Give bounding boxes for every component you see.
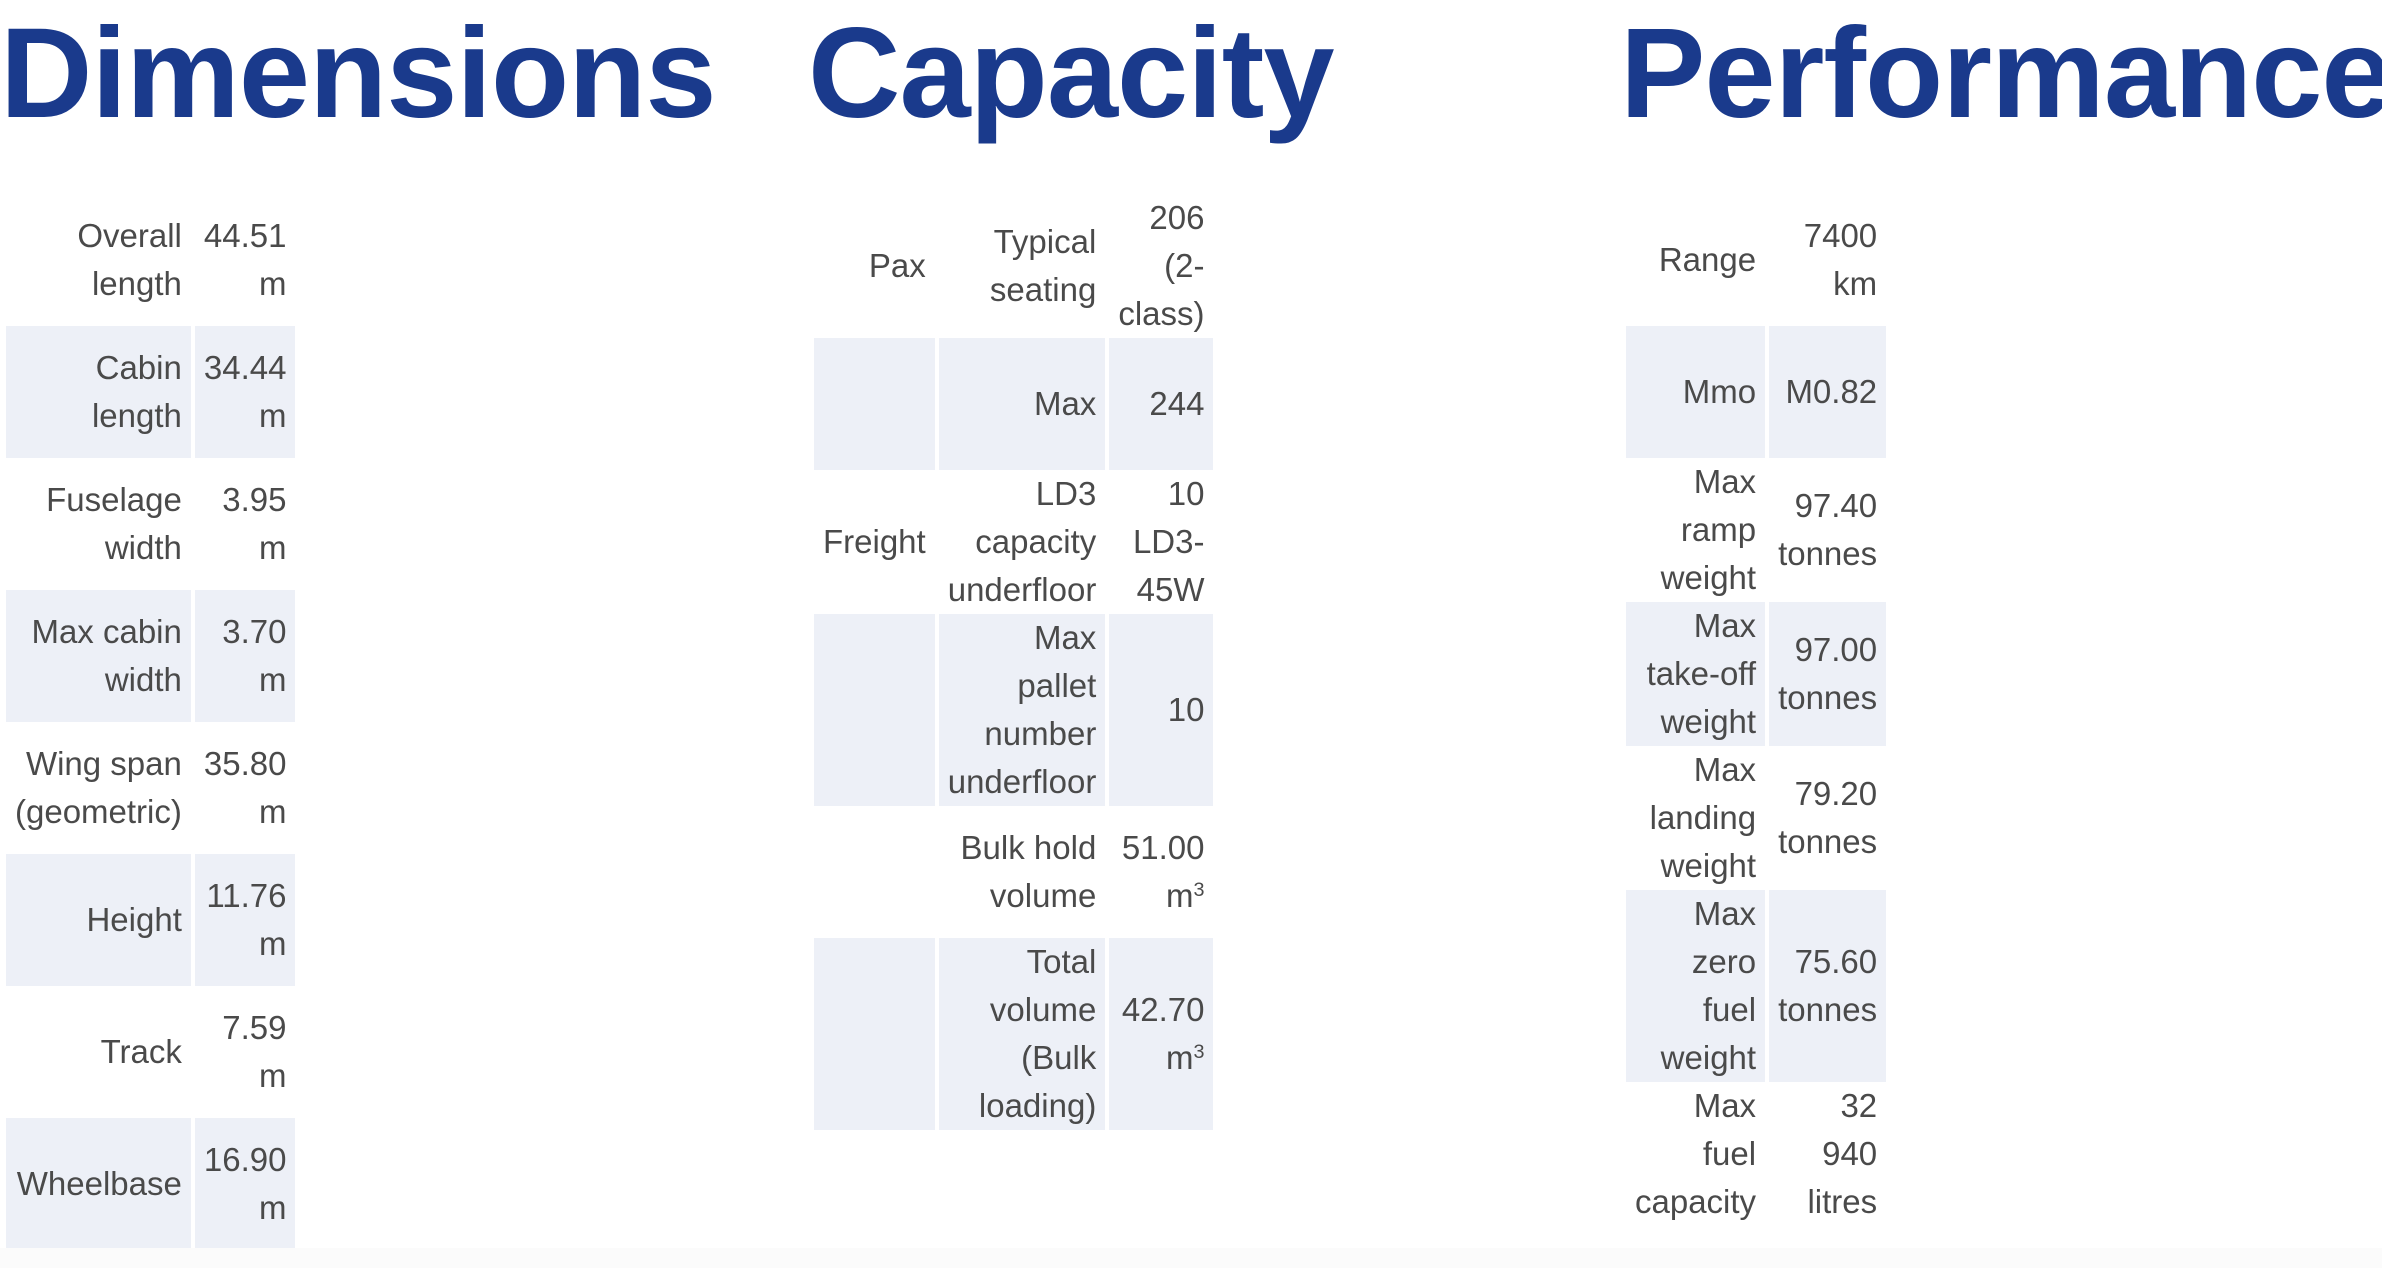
- table-row: Max pallet number underfloor 10: [814, 614, 1214, 806]
- table-row: Max cabin width 3.70 m: [6, 590, 296, 722]
- row-label: Max cabin width: [6, 590, 191, 722]
- row-value: 97.40 tonnes: [1778, 487, 1878, 572]
- row-label: Max: [938, 338, 1106, 470]
- row-value: 51.00 m3: [1109, 806, 1213, 938]
- row-group: Pax: [868, 247, 926, 284]
- capacity-title: Capacity: [808, 2, 1335, 145]
- row-label: Max fuel capacity: [1635, 1087, 1757, 1220]
- table-row: Range 7400 km: [1626, 194, 1886, 326]
- row-group: [814, 338, 935, 470]
- performance-table: Range 7400 km Mmo M0.82 Max ramp weight …: [1622, 194, 1890, 1226]
- row-label: Fuselage width: [46, 481, 182, 566]
- row-label: Range: [1658, 241, 1757, 278]
- row-value: 97.00 tonnes: [1769, 602, 1887, 746]
- row-label: Wheelbase: [6, 1118, 191, 1250]
- row-value: 79.20 tonnes: [1778, 775, 1878, 860]
- row-value: 11.76 m: [194, 854, 296, 986]
- row-label: Track: [100, 1033, 182, 1070]
- row-label: Max pallet number underfloor: [938, 614, 1106, 806]
- row-label: Height: [6, 854, 191, 986]
- row-value: M0.82: [1769, 326, 1887, 458]
- row-group: [814, 614, 935, 806]
- row-label: Max take-off weight: [1626, 602, 1766, 746]
- row-value: 42.70 m3: [1109, 938, 1214, 1130]
- row-value: 206 (2-class): [1118, 199, 1205, 332]
- table-row: Wing span (geometric) 35.80 m: [6, 722, 295, 854]
- row-label: Overall length: [77, 217, 182, 302]
- row-group: [814, 806, 935, 938]
- table-row: Height 11.76 m: [6, 854, 296, 986]
- row-value: 16.90 m: [194, 1118, 296, 1250]
- page-bottom-band: [0, 1248, 2382, 1268]
- row-label: Mmo: [1626, 326, 1766, 458]
- row-group: Freight: [823, 523, 926, 560]
- row-value: 35.80 m: [203, 745, 287, 830]
- row-value: 244: [1109, 338, 1214, 470]
- value-number: 51.00 m: [1121, 829, 1205, 914]
- table-row: Track 7.59 m: [6, 986, 295, 1118]
- value-number: 42.70 m: [1121, 991, 1205, 1076]
- row-value: 32 940 litres: [1807, 1087, 1878, 1220]
- row-value: 10 LD3-45W: [1132, 475, 1205, 608]
- row-label: Cabin length: [6, 326, 191, 458]
- row-value: 3.95 m: [222, 481, 287, 566]
- row-value: 75.60 tonnes: [1769, 890, 1887, 1082]
- unit-superscript: 3: [1193, 879, 1205, 902]
- performance-title: Performance: [1620, 2, 2382, 145]
- dimensions-table: Overall length 44.51 m Cabin length 34.4…: [2, 194, 299, 1250]
- row-label: Typical seating: [989, 223, 1097, 308]
- row-label: Max landing weight: [1649, 751, 1757, 884]
- row-label: Max zero fuel weight: [1626, 890, 1766, 1082]
- row-label: Bulk hold volume: [960, 829, 1097, 914]
- table-row: Mmo M0.82: [1626, 326, 1887, 458]
- table-row: Wheelbase 16.90 m: [6, 1118, 296, 1250]
- table-row: Cabin length 34.44 m: [6, 326, 296, 458]
- table-row: Freight LD3 capacity underfloor 10 LD3-4…: [814, 470, 1213, 614]
- row-group: [814, 938, 935, 1130]
- table-row: Max take-off weight 97.00 tonnes: [1626, 602, 1887, 746]
- table-row: Bulk hold volume 51.00 m3: [814, 806, 1213, 938]
- dimensions-title: Dimensions: [0, 2, 716, 145]
- row-value: 3.70 m: [194, 590, 296, 722]
- table-row: Max 244: [814, 338, 1214, 470]
- row-value: 44.51 m: [203, 217, 287, 302]
- row-label: Wing span (geometric): [15, 745, 182, 830]
- row-label: Total volume (Bulk loading): [938, 938, 1106, 1130]
- row-label: Max ramp weight: [1660, 463, 1757, 596]
- row-value: 10: [1109, 614, 1214, 806]
- table-row: Max zero fuel weight 75.60 tonnes: [1626, 890, 1887, 1082]
- row-value: 7400 km: [1803, 217, 1878, 302]
- table-row: Max ramp weight 97.40 tonnes: [1626, 458, 1886, 602]
- table-row: Total volume (Bulk loading) 42.70 m3: [814, 938, 1214, 1130]
- row-value: 7.59 m: [222, 1009, 287, 1094]
- row-label: LD3 capacity underfloor: [947, 475, 1097, 608]
- table-row: Max landing weight 79.20 tonnes: [1626, 746, 1886, 890]
- table-row: Overall length 44.51 m: [6, 194, 295, 326]
- table-row: Pax Typical seating 206 (2-class): [814, 194, 1213, 338]
- unit-superscript: 3: [1193, 1041, 1205, 1064]
- table-row: Fuselage width 3.95 m: [6, 458, 295, 590]
- capacity-table: Pax Typical seating 206 (2-class) Max 24…: [810, 194, 1217, 1130]
- row-value: 34.44 m: [194, 326, 296, 458]
- table-row: Max fuel capacity 32 940 litres: [1626, 1082, 1886, 1226]
